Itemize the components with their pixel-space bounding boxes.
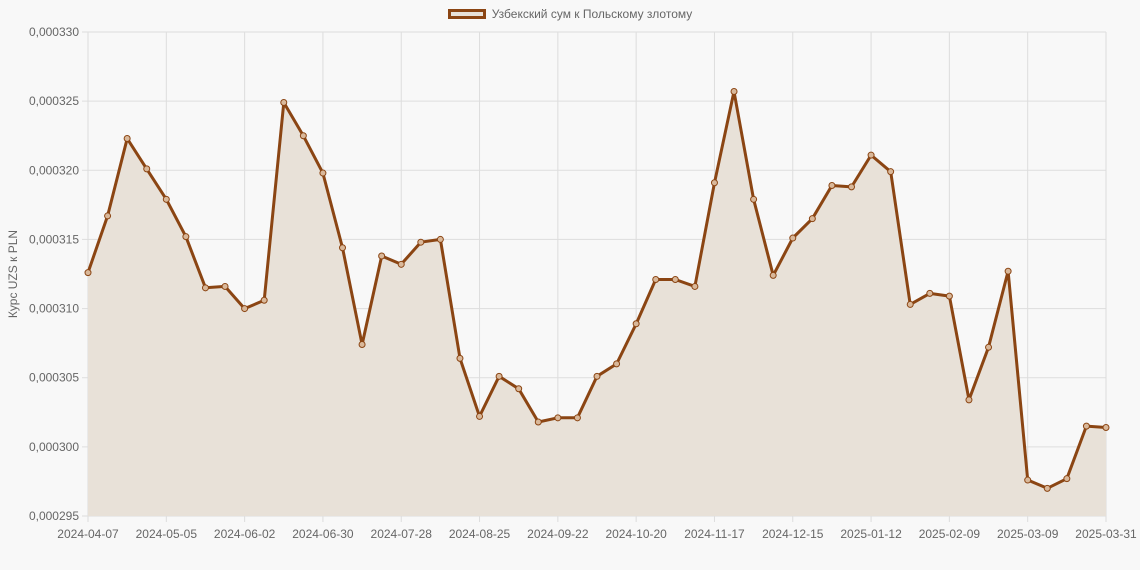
data-point[interactable] xyxy=(613,360,621,368)
legend-swatch-icon xyxy=(447,9,486,19)
y-axis-ticks: 0,000295 0,000300 0,000305 0,000310 0,000315… xyxy=(29,25,79,523)
x-tick-label: 2025-03-09 xyxy=(997,527,1059,541)
data-point[interactable] xyxy=(476,412,484,420)
x-tick-label: 2024-07-28 xyxy=(371,527,433,541)
y-tick-label: 0,000300 xyxy=(29,440,79,454)
data-point[interactable] xyxy=(339,244,346,252)
y-tick-label: 0,000325 xyxy=(29,94,79,108)
data-point[interactable] xyxy=(1004,267,1012,275)
data-point[interactable] xyxy=(867,151,875,159)
data-point[interactable] xyxy=(769,271,777,279)
data-point[interactable] xyxy=(828,181,836,189)
data-point[interactable] xyxy=(750,195,758,203)
data-point[interactable] xyxy=(1024,476,1032,484)
data-point[interactable] xyxy=(201,284,209,292)
x-tick-label: 2024-05-05 xyxy=(136,527,198,541)
data-point[interactable] xyxy=(436,235,444,243)
x-axis-ticks: 2024-04-07 2024-05-05 2024-06-02 2024-06-30… xyxy=(57,527,1137,541)
data-point[interactable] xyxy=(280,99,288,107)
x-tick-label: 2024-08-25 xyxy=(449,527,511,541)
data-point[interactable] xyxy=(182,233,190,241)
data-point[interactable] xyxy=(299,132,307,140)
y-tick-label: 0,000305 xyxy=(29,371,79,385)
data-point[interactable] xyxy=(515,385,523,393)
area-fill xyxy=(88,91,1106,516)
data-point[interactable] xyxy=(593,372,601,380)
legend-label: Узбекский сум к Польскому злотому xyxy=(491,7,693,21)
data-point[interactable] xyxy=(789,234,797,242)
data-point[interactable] xyxy=(417,238,425,246)
data-point[interactable] xyxy=(965,396,973,404)
data-point[interactable] xyxy=(221,282,229,290)
data-point[interactable] xyxy=(1102,423,1110,431)
data-point[interactable] xyxy=(906,300,914,308)
data-point[interactable] xyxy=(358,341,366,349)
data-point[interactable] xyxy=(573,414,581,422)
data-point[interactable] xyxy=(260,296,268,304)
x-tick-label: 2024-06-02 xyxy=(214,527,276,541)
x-tick-label: 2024-06-30 xyxy=(292,527,354,541)
x-tick-label: 2025-02-09 xyxy=(919,527,981,541)
y-tick-label: 0,000330 xyxy=(29,25,79,39)
data-point[interactable] xyxy=(848,183,855,191)
y-tick-label: 0,000310 xyxy=(29,302,79,316)
data-point[interactable] xyxy=(1082,422,1090,430)
data-points xyxy=(84,87,1110,492)
data-point[interactable] xyxy=(554,414,562,422)
data-point[interactable] xyxy=(495,372,503,380)
x-tick-label: 2025-01-12 xyxy=(840,527,902,541)
y-tick-label: 0,000315 xyxy=(29,232,79,246)
data-point[interactable] xyxy=(985,343,993,351)
data-point[interactable] xyxy=(710,179,718,187)
x-tick-label: 2024-10-20 xyxy=(605,527,667,541)
data-point[interactable] xyxy=(397,260,405,268)
data-point[interactable] xyxy=(378,252,386,260)
y-tick-label: 0,000320 xyxy=(29,163,79,177)
x-tick-label: 2024-12-15 xyxy=(762,527,824,541)
data-point[interactable] xyxy=(1043,484,1051,492)
data-point[interactable] xyxy=(456,354,464,362)
data-point[interactable] xyxy=(671,276,679,284)
data-point[interactable] xyxy=(1063,475,1071,483)
data-point[interactable] xyxy=(143,165,151,173)
x-tick-label: 2025-03-31 xyxy=(1075,527,1137,541)
data-point[interactable] xyxy=(887,168,895,176)
data-point[interactable] xyxy=(691,282,699,290)
data-point[interactable] xyxy=(162,195,170,203)
data-point[interactable] xyxy=(534,418,542,426)
legend[interactable]: Узбекский сум к Польскому злотому xyxy=(0,7,1140,21)
data-point[interactable] xyxy=(84,269,92,277)
data-point[interactable] xyxy=(104,212,112,220)
x-tick-label: 2024-11-17 xyxy=(684,527,745,541)
data-point[interactable] xyxy=(945,292,953,300)
data-point[interactable] xyxy=(652,276,660,284)
y-tick-label: 0,000295 xyxy=(29,509,79,523)
x-tick-label: 2024-09-22 xyxy=(527,527,589,541)
data-point[interactable] xyxy=(632,320,640,328)
data-point[interactable] xyxy=(808,215,816,223)
data-point[interactable] xyxy=(319,169,327,177)
x-tick-label: 2024-04-07 xyxy=(57,527,119,541)
data-point[interactable] xyxy=(241,305,249,313)
data-point[interactable] xyxy=(123,134,131,142)
data-point[interactable] xyxy=(926,289,934,297)
data-point[interactable] xyxy=(730,87,738,95)
